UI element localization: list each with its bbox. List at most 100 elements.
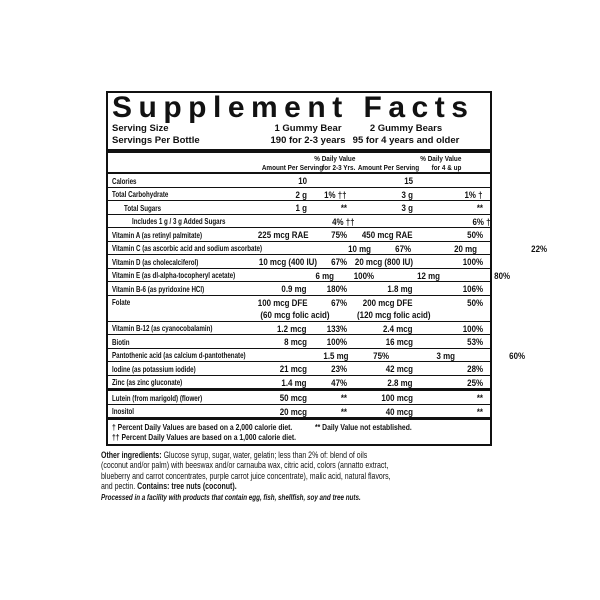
amount-4-up: 16 mcg bbox=[385, 337, 413, 347]
amount-4-up: 20 mg bbox=[453, 243, 477, 254]
dv-4-up: 25% bbox=[467, 377, 483, 388]
amount-2-3: 1 g bbox=[295, 203, 307, 213]
amount-2-3-header: Amount Per Serving bbox=[261, 162, 324, 172]
dv-4-up bbox=[413, 175, 483, 187]
supplement-facts-panel: Supplement Facts Serving Size Servings P… bbox=[106, 91, 547, 446]
row-calories: Calories 10 15 bbox=[108, 172, 490, 187]
footnote-not-established: ** Daily Value not established. bbox=[315, 422, 412, 432]
dv-2-3: 75% bbox=[331, 230, 347, 240]
dv-4-up: 106% bbox=[462, 284, 483, 294]
row-biotin: Biotin 8 mcg 100% 16 mcg 53% bbox=[108, 334, 490, 348]
servings-count-2-3: 190 for 2-3 years bbox=[270, 135, 346, 146]
section-divider bbox=[108, 417, 490, 420]
serving-labels: Serving Size Servings Per Bottle bbox=[112, 123, 483, 147]
allergen-note: Processed in a facility with products th… bbox=[101, 492, 361, 502]
dv-2-3: 1% †† bbox=[324, 189, 347, 200]
dv-4-up: ** bbox=[476, 203, 483, 213]
nutrient-label bbox=[112, 309, 251, 321]
nutrient-label: Vitamin B-12 (as cyanocobalamin) bbox=[112, 323, 213, 333]
amount-2-3: 21 mcg bbox=[279, 364, 307, 374]
nutrient-label: Pantothenic acid (as calcium d-pantothen… bbox=[112, 350, 246, 360]
row-lutein: Lutein (from marigold) (flower) 50 mcg *… bbox=[108, 391, 490, 404]
thick-divider bbox=[108, 149, 490, 153]
nutrient-label: Vitamin D (as cholecalciferol) bbox=[112, 256, 199, 267]
amount-2-3: 6 mg bbox=[315, 270, 335, 281]
dv-4-up: 28% bbox=[467, 364, 483, 374]
nutrient-label: Iodine (as potassium iodide) bbox=[112, 363, 196, 374]
footnote-dagger: † Percent Daily Values are based on a 2,… bbox=[112, 422, 293, 432]
amount-2-3: 20 mcg bbox=[279, 406, 307, 417]
dv-2-3: 67% bbox=[394, 243, 411, 254]
serving-size-label: Serving Size bbox=[112, 123, 169, 134]
dv-4-up: 53% bbox=[467, 337, 483, 347]
row-added-sugars: Includes 1 g / 3 g Added Sugars 4% †† 6%… bbox=[108, 213, 491, 228]
amount-2-3: 50 mcg bbox=[279, 393, 307, 403]
dv-4-up: 80% bbox=[494, 270, 511, 281]
panel-title: Supplement Facts bbox=[112, 91, 475, 124]
dv-2-3-header: % Daily Value for 2-3 Yrs. bbox=[314, 154, 356, 172]
nutrient-label: Includes 1 g / 3 g Added Sugars bbox=[132, 216, 226, 226]
row-iodine: Iodine (as potassium iodide) 21 mcg 23% … bbox=[108, 361, 490, 375]
amount-2-3: 10 mg bbox=[347, 243, 371, 254]
amount-4-up: (120 mcg folic acid) bbox=[357, 310, 431, 320]
dv-2-3: ** bbox=[340, 203, 347, 213]
amount-2-3: 2 g bbox=[295, 189, 307, 200]
contains-statement: Contains: tree nuts (coconut). bbox=[137, 481, 237, 492]
nutrient-label: Vitamin E (as dl-alpha-tocopheryl acetat… bbox=[112, 270, 236, 280]
amount-4-up: 3 mg bbox=[436, 350, 455, 361]
nutrient-label: Vitamin C (as ascorbic acid and sodium a… bbox=[112, 243, 263, 253]
amount-4-up: 1.8 mg bbox=[387, 284, 413, 294]
dv-4-up: 1% † bbox=[464, 189, 483, 200]
amount-2-3: 0.9 mg bbox=[281, 284, 307, 294]
row-total-sugars: Total Sugars 1 g ** 3 g ** bbox=[108, 200, 490, 214]
amount-4-up: 20 mcg (800 IU) bbox=[354, 257, 414, 267]
column-headers: Amount Per Serving % Daily Value for 2-3 … bbox=[108, 153, 490, 172]
row-vitamin-c: Vitamin C (as ascorbic acid and sodium a… bbox=[108, 240, 547, 255]
dv-4-up: 60% bbox=[508, 350, 525, 361]
dv-2-3: 47% bbox=[331, 377, 347, 388]
amount-2-3: 10 mcg (400 IU) bbox=[258, 257, 318, 267]
amount-4-up: 40 mcg bbox=[385, 406, 413, 417]
dv-4-up: 22% bbox=[530, 243, 547, 254]
footnote-double-dagger: †† Percent Daily Values are based on a 1… bbox=[112, 432, 297, 442]
row-vitamin-e: Vitamin E (as dl-alpha-tocopheryl acetat… bbox=[108, 267, 510, 282]
dv-2-3 bbox=[307, 175, 347, 187]
nutrient-label: Lutein (from marigold) (flower) bbox=[112, 392, 203, 403]
amount-4-up: 200 mcg DFE bbox=[363, 297, 413, 308]
row-vitamin-a: Vitamin A (as retinyl palmitate) 225 mcg… bbox=[108, 227, 490, 241]
dv-2-3: 23% bbox=[331, 364, 347, 374]
nutrient-label: Biotin bbox=[112, 336, 130, 347]
dv-4-up: 50% bbox=[467, 297, 483, 308]
serving-col-4-up: 2 Gummy Bears 95 for 4 years and older bbox=[353, 123, 460, 147]
serving-amount-4-up: 2 Gummy Bears bbox=[369, 123, 443, 134]
other-ingredients-intro: Other ingredients: bbox=[101, 450, 162, 460]
dv-2-3: 75% bbox=[372, 350, 389, 361]
section-divider bbox=[108, 388, 490, 391]
row-vitamin-d: Vitamin D (as cholecalciferol) 10 mcg (4… bbox=[108, 254, 490, 268]
nutrient-label: Zinc (as zinc gluconate) bbox=[112, 377, 183, 387]
amount-4-up: 2.8 mg bbox=[387, 377, 413, 388]
dv-4-up: 100% bbox=[462, 323, 483, 334]
amount-2-3: 1.5 mg bbox=[323, 350, 349, 361]
dv-2-3: 100% bbox=[354, 270, 375, 281]
other-ingredients: Other ingredients: Glucose syrup, sugar,… bbox=[101, 450, 394, 503]
amount-4-up bbox=[354, 215, 420, 227]
dv-2-3: 4% †† bbox=[331, 216, 355, 227]
row-folate: Folate 100 mcg DFE 67% 200 mcg DFE 50% bbox=[108, 294, 490, 309]
ingredients-paragraph: Other ingredients: Glucose syrup, sugar,… bbox=[101, 450, 394, 492]
dv-4-up: ** bbox=[476, 393, 483, 403]
row-inositol: Inositol 20 mcg ** 40 mcg ** bbox=[108, 403, 490, 418]
dv-2-3: ** bbox=[340, 393, 347, 403]
amount-2-3: (60 mcg folic acid) bbox=[260, 310, 330, 320]
amount-2-3 bbox=[258, 215, 314, 227]
nutrient-label: Total Sugars bbox=[124, 202, 162, 213]
dv-2-3: 180% bbox=[326, 284, 347, 294]
dv-2-3: 133% bbox=[326, 323, 347, 334]
servings-per-bottle-label: Servings Per Bottle bbox=[112, 135, 200, 146]
dv-2-3: 67% bbox=[331, 297, 347, 308]
amount-4-up: 3 g bbox=[401, 189, 413, 200]
serving-amount-2-3: 1 Gummy Bear bbox=[274, 123, 342, 134]
dv-4-up: 6% † bbox=[472, 216, 491, 227]
amount-4-up: 3 g bbox=[401, 203, 413, 213]
